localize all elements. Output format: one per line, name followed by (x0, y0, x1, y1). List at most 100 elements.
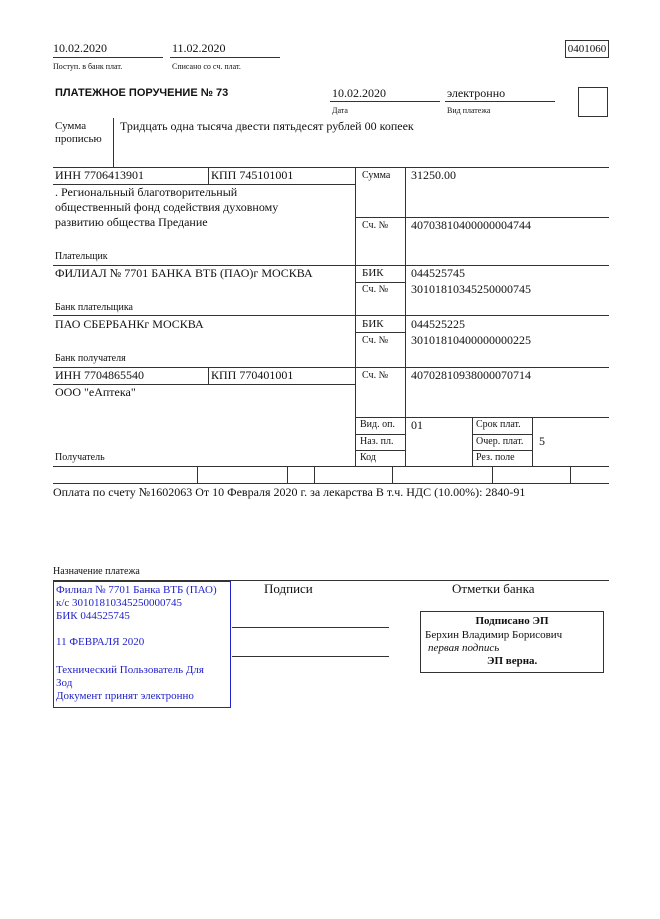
debited-date: 11.02.2020 (172, 41, 226, 55)
payer-name-1: . Региональный благотворительный (55, 185, 238, 199)
form-rule-line (492, 466, 493, 483)
payee-account-label: Сч. № (362, 370, 389, 381)
form-rule-line (53, 265, 609, 266)
signer-name: Берхин Владимир Борисович (425, 629, 563, 641)
order-date: 10.02.2020 (332, 86, 386, 100)
purpose-label: Назначение платежа (53, 566, 140, 577)
debited-label: Списано со сч. плат. (172, 62, 241, 71)
form-rule-line (53, 384, 355, 385)
form-rule-line (53, 57, 163, 58)
payee-kpp: КПП 770401001 (211, 368, 294, 382)
form-rule-line (197, 466, 198, 483)
priority-label: Очер. плат. (476, 436, 524, 447)
signer-role: первая подпись (428, 642, 500, 654)
form-rule-line (392, 466, 393, 483)
payee-inn: ИНН 7704865540 (55, 368, 144, 382)
stamp-line: Документ принят электронно (56, 690, 194, 702)
purpose-text: Оплата по счету №1602063 От 10 Февраля 2… (53, 485, 526, 499)
signature-line-1 (232, 627, 389, 628)
signature-line-2 (232, 656, 389, 657)
form-rule-line (355, 332, 405, 333)
form-code: 0401060 (565, 40, 609, 58)
amount-value: 31250.00 (411, 168, 456, 182)
form-rule-line (53, 315, 609, 316)
empty-box (578, 87, 608, 117)
amount-words: Тридцать одна тысяча двести пятьдесят ру… (120, 119, 414, 133)
purpose-code-label: Наз. пл. (360, 436, 394, 447)
form-rule-line (314, 466, 315, 483)
payer-label: Плательщик (55, 251, 108, 262)
order-date-label: Дата (332, 106, 348, 115)
form-rule-line (113, 118, 114, 167)
form-rule-line (472, 450, 532, 451)
payer-bank-account: 30101810345250000745 (411, 282, 531, 296)
signatures-label: Подписи (264, 581, 313, 596)
payer-inn: ИНН 7706413901 (55, 168, 144, 182)
form-rule-line (405, 167, 406, 466)
form-rule-line (53, 580, 609, 581)
form-rule-line (53, 184, 355, 185)
payer-name-2: общественный фонд содействия духовному (55, 200, 279, 214)
payer-bank-account-label: Сч. № (362, 284, 389, 295)
order-title: ПЛАТЕЖНОЕ ПОРУЧЕНИЕ № 73 (55, 87, 229, 99)
payer-account-label: Сч. № (362, 220, 389, 231)
payment-type-label: Вид платежа (447, 106, 491, 115)
payer-kpp: КПП 745101001 (211, 168, 294, 182)
form-rule-line (53, 167, 609, 168)
priority: 5 (539, 434, 545, 448)
form-rule-line (208, 167, 209, 184)
op-type: 01 (411, 418, 423, 432)
form-rule-line (355, 217, 609, 218)
payer-bank-name: ФИЛИАЛ № 7701 БАНКА ВТБ (ПАО)г МОСКВА (55, 266, 313, 280)
received-label: Поступ. в банк плат. (53, 62, 123, 71)
amount-words-label-1: Сумма (55, 120, 87, 132)
reserve-label: Рез. поле (476, 452, 515, 463)
payer-bank-label: Банк плательщика (55, 302, 133, 313)
form-rule-line (53, 367, 609, 368)
form-rule-line (355, 417, 609, 418)
payee-bank-account: 30101810400000000225 (411, 333, 531, 347)
payer-bank-bik: 044525745 (411, 266, 465, 280)
form-rule-line (330, 101, 440, 102)
stamp-line: 11 ФЕВРАЛЯ 2020 (56, 636, 145, 648)
form-rule-line (355, 282, 405, 283)
stamp-line: Зод (56, 677, 73, 689)
op-type-label: Вид. оп. (360, 419, 395, 430)
form-rule-line (170, 57, 280, 58)
stamp-line: БИК 044525745 (56, 610, 130, 622)
received-date: 10.02.2020 (53, 41, 107, 55)
signature-verified: ЭП верна. (487, 655, 538, 667)
payee-label: Получатель (55, 452, 105, 463)
stamp-line: Филиал № 7701 Банка ВТБ (ПАО) (56, 584, 217, 596)
payee-account: 40702810938000070714 (411, 368, 531, 382)
amount-words-label-2: прописью (55, 133, 102, 145)
bank-stamp: Филиал № 7701 Банка ВТБ (ПАО) к/с 301018… (53, 581, 231, 708)
payee-bank-bik-label: БИК (362, 318, 384, 330)
form-rule-line (53, 483, 609, 484)
form-rule-line (208, 367, 209, 384)
form-rule-line (53, 466, 609, 467)
signed-label: Подписано ЭП (475, 615, 549, 627)
amount-label: Сумма (362, 170, 391, 181)
form-rule-line (287, 466, 288, 483)
bank-marks-label: Отметки банка (452, 581, 535, 596)
form-rule-line (355, 434, 405, 435)
payee-bank-name: ПАО СБЕРБАНКг МОСКВА (55, 317, 204, 331)
form-rule-line (472, 417, 473, 466)
form-rule-line (355, 450, 405, 451)
stamp-line: Технический Пользователь Для (56, 664, 204, 676)
stamp-line: к/с 30101810345250000745 (56, 597, 183, 609)
form-rule-line (355, 167, 356, 466)
payer-bank-bik-label: БИК (362, 267, 384, 279)
payer-account: 40703810400000004744 (411, 218, 531, 232)
code-label: Код (360, 452, 376, 463)
form-rule-line (570, 466, 571, 483)
form-rule-line (445, 101, 555, 102)
payee-name: ООО "еАптека" (55, 385, 136, 399)
payee-bank-label: Банк получателя (55, 353, 126, 364)
payer-name-3: развитию общества Предание (55, 215, 208, 229)
payment-type: электронно (447, 86, 506, 100)
payee-bank-account-label: Сч. № (362, 335, 389, 346)
term-label: Срок плат. (476, 419, 521, 430)
